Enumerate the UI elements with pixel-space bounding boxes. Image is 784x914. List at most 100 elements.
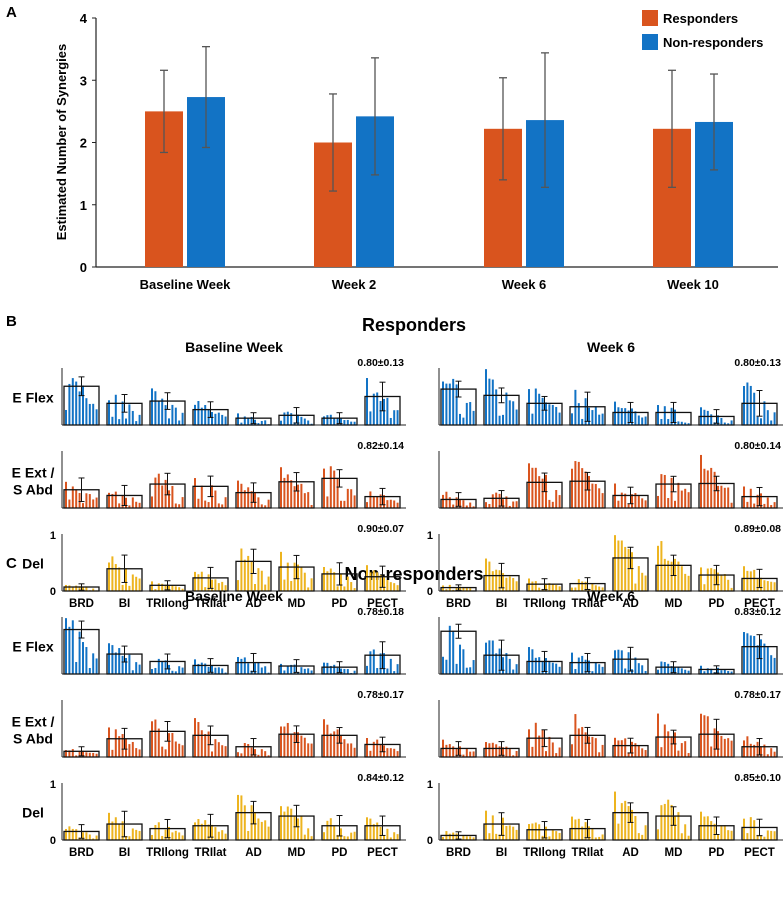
subject-bar <box>577 818 580 840</box>
subject-bar <box>452 832 455 840</box>
subject-bar <box>674 732 676 757</box>
subject-bar <box>372 393 375 425</box>
subject-bar <box>627 806 630 840</box>
subject-bar <box>462 649 465 674</box>
subject-bar <box>538 476 541 508</box>
subject-bar <box>472 506 475 508</box>
subject-bar <box>571 468 573 508</box>
subject-bar <box>71 378 74 425</box>
subject-bar <box>512 401 515 425</box>
subject-bar <box>442 494 444 508</box>
subject-bar <box>197 819 200 840</box>
subject-bar <box>197 401 200 425</box>
panel-label-c: C <box>6 555 17 572</box>
muscle-label-md: MD <box>665 847 683 859</box>
subject-bar <box>627 504 630 508</box>
column-heading: Baseline Week <box>185 339 283 355</box>
subject-bar <box>290 664 293 674</box>
subject-bar <box>491 494 494 508</box>
subject-bar <box>326 662 329 674</box>
subject-bar <box>584 822 587 840</box>
subject-bar <box>88 834 91 840</box>
subject-bar <box>663 662 666 674</box>
subject-bar <box>753 744 756 757</box>
subject-bar <box>485 502 487 508</box>
subject-bar <box>644 416 647 425</box>
subject-bar <box>663 724 666 757</box>
subject-bar <box>760 577 762 591</box>
subject-bar <box>445 589 448 591</box>
subject-bar <box>528 463 530 508</box>
subject-bar <box>684 488 687 508</box>
subject-bar <box>366 378 368 425</box>
subject-bar <box>286 474 289 508</box>
subject-bar <box>82 642 84 674</box>
subject-bar <box>264 820 267 840</box>
subject-bar <box>770 830 773 840</box>
subject-bar <box>154 667 157 674</box>
subject-bar <box>303 737 306 757</box>
subject-bar <box>71 620 74 674</box>
subject-bar <box>472 751 475 757</box>
subject-bar <box>71 828 74 840</box>
subject-bar <box>389 582 392 591</box>
subject-bar <box>283 579 286 591</box>
subject-bar <box>541 478 544 508</box>
subject-bar <box>366 502 368 508</box>
subject-bar <box>465 402 468 425</box>
subject-bar <box>760 746 762 757</box>
subject-bar <box>770 655 773 674</box>
subject-bar <box>459 746 461 757</box>
subject-bar <box>641 665 644 674</box>
subject-bar <box>75 661 78 674</box>
subject-bar <box>135 829 138 840</box>
subject-bar <box>677 482 680 508</box>
subject-bar <box>495 492 498 508</box>
subject-bar <box>763 744 766 757</box>
subject-bar <box>369 750 372 757</box>
subject-bar <box>631 494 633 508</box>
subject-bar <box>538 735 541 757</box>
subject-bar <box>488 743 491 757</box>
subject-bar <box>254 663 256 674</box>
subject-bar <box>257 818 260 840</box>
subject-bar <box>217 583 220 591</box>
subject-bar <box>161 746 164 757</box>
subject-bar <box>743 386 745 425</box>
subject-bar <box>505 392 508 425</box>
subject-bar <box>197 574 200 591</box>
subject-bar <box>515 664 518 674</box>
subject-bar <box>634 411 637 425</box>
subject-bar <box>138 664 141 674</box>
subject-bar <box>329 733 332 757</box>
subject-bar <box>574 819 577 840</box>
subject-bar <box>670 804 673 840</box>
subject-bar <box>154 477 157 508</box>
subject-bar <box>551 829 554 840</box>
subject-bar <box>300 735 303 757</box>
subject-bar <box>181 412 184 425</box>
subject-bar <box>485 810 487 840</box>
subject-bar <box>485 642 487 674</box>
subject-bar <box>92 499 95 508</box>
subject-bar <box>515 409 518 425</box>
subject-bar <box>329 414 332 425</box>
subject-bar <box>181 667 184 674</box>
subject-bar <box>346 836 349 840</box>
similarity-value: 0.90±0.07 <box>357 523 404 535</box>
subject-bar <box>455 748 458 757</box>
subject-bar <box>756 645 759 674</box>
subject-bar <box>108 727 110 757</box>
subject-bar <box>488 378 491 425</box>
subject-bar <box>366 738 368 757</box>
subject-bar <box>730 830 733 840</box>
subject-bar <box>217 412 220 425</box>
subject-bar <box>512 755 515 757</box>
subject-bar <box>114 652 117 674</box>
subject-bar <box>346 669 349 674</box>
muscle-label-trilat: TRIlat <box>572 847 604 859</box>
subject-bar <box>366 665 368 674</box>
subject-bar <box>766 497 769 508</box>
subject-bar <box>657 713 659 757</box>
subject-bar <box>581 826 584 840</box>
